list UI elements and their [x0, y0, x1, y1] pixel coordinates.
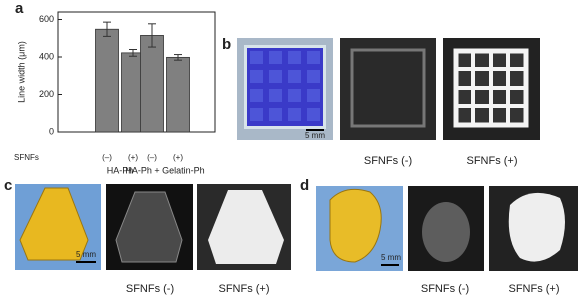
image-dark [340, 38, 436, 140]
caption: SFNFs (-) [126, 283, 174, 295]
error-bar [103, 21, 111, 37]
y-tick-label: 400 [39, 51, 54, 61]
caption: SFNFs (-) [364, 155, 412, 167]
bar [95, 28, 119, 133]
bar [140, 35, 164, 133]
y-tick-label: 200 [39, 89, 54, 99]
panel-label: a [15, 0, 24, 17]
caption: SFNFs (+) [218, 283, 269, 295]
caption: SFNFs (+) [466, 155, 517, 167]
panel-label: b [222, 36, 231, 53]
scale-label: 5 mm [76, 250, 96, 259]
image-detail [208, 190, 284, 264]
image-grid [247, 48, 323, 126]
image-detail [329, 188, 382, 263]
image-detail [422, 202, 470, 262]
x-tick-label: (+) [128, 153, 138, 162]
image-detail [19, 187, 89, 261]
caption: SFNFs (-) [421, 283, 469, 295]
image-detail [115, 191, 183, 263]
bar [166, 56, 190, 133]
row-label: SFNFs [14, 153, 39, 162]
scale-label: 5 mm [305, 131, 325, 140]
scale-label: 5 mm [381, 253, 401, 262]
panel-label: d [300, 177, 309, 194]
panel-label: c [4, 177, 12, 194]
x-tick-label: (–) [147, 153, 157, 162]
x-tick-label: (+) [173, 153, 183, 162]
caption: SFNFs (+) [508, 283, 559, 295]
x-tick-label: (–) [102, 153, 112, 162]
error-bar [148, 23, 156, 48]
y-axis-label: Line width (μm) [16, 41, 26, 103]
error-bar [174, 54, 182, 61]
image-detail [350, 48, 426, 128]
image-detail [456, 51, 526, 125]
group-label: HA-Ph [107, 165, 134, 175]
y-tick-label: 600 [39, 14, 54, 24]
image-detail [508, 192, 565, 262]
error-bar [129, 49, 137, 57]
group-label: HA-Ph + Gelatin-Ph [125, 165, 204, 175]
y-tick-label: 0 [49, 126, 54, 136]
